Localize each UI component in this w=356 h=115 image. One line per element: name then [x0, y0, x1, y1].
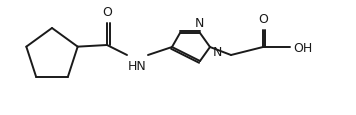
Text: O: O: [258, 13, 268, 26]
Text: N: N: [194, 17, 204, 30]
Text: HN: HN: [128, 59, 147, 72]
Text: N: N: [213, 46, 222, 59]
Text: OH: OH: [293, 41, 312, 54]
Text: O: O: [102, 6, 112, 19]
